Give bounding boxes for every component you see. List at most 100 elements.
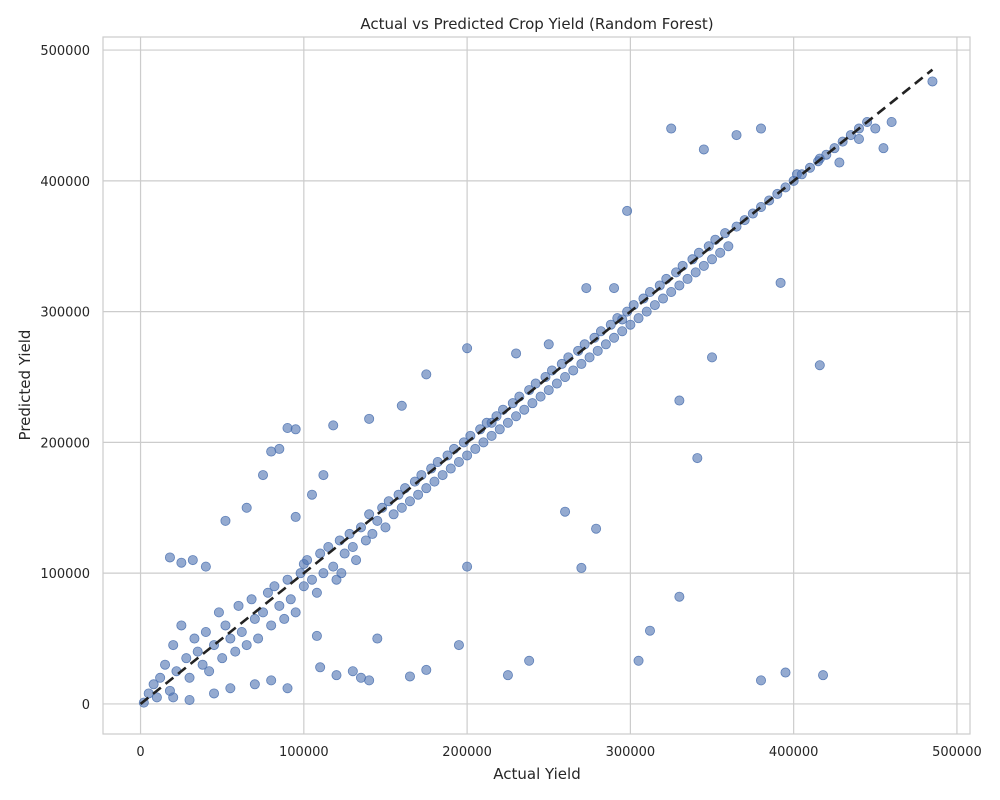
y-tick-label: 300000 bbox=[40, 306, 90, 321]
data-point bbox=[731, 130, 742, 141]
data-point bbox=[690, 267, 701, 278]
data-point bbox=[404, 496, 415, 507]
data-point bbox=[269, 581, 280, 592]
data-point bbox=[331, 670, 342, 681]
data-point bbox=[502, 670, 513, 681]
data-point bbox=[625, 319, 636, 330]
data-point bbox=[246, 594, 257, 605]
reference-line-group bbox=[139, 68, 934, 705]
x-tick-label: 200000 bbox=[442, 745, 492, 760]
data-point bbox=[421, 483, 432, 494]
data-point bbox=[682, 273, 693, 284]
data-point bbox=[658, 293, 669, 304]
data-point bbox=[236, 627, 247, 638]
data-point bbox=[723, 241, 734, 252]
data-point bbox=[445, 463, 456, 474]
data-point bbox=[581, 283, 592, 294]
data-point bbox=[151, 692, 162, 703]
y-tick-label: 0 bbox=[82, 698, 90, 713]
data-point bbox=[225, 683, 236, 694]
y-axis-label: Predicted Yield bbox=[16, 330, 34, 441]
data-point bbox=[543, 339, 554, 350]
data-point bbox=[617, 326, 628, 337]
data-point bbox=[204, 666, 215, 677]
x-tick-label: 400000 bbox=[769, 745, 819, 760]
data-point bbox=[315, 662, 326, 673]
data-point bbox=[274, 600, 285, 611]
data-point bbox=[213, 607, 224, 618]
data-point bbox=[413, 489, 424, 500]
data-point bbox=[241, 502, 252, 513]
data-point bbox=[388, 509, 399, 520]
y-tick-label: 100000 bbox=[40, 567, 90, 582]
data-point bbox=[339, 548, 350, 559]
data-point bbox=[290, 424, 301, 435]
data-point bbox=[148, 679, 159, 690]
y-tick-label: 500000 bbox=[40, 44, 90, 59]
data-point bbox=[168, 692, 179, 703]
data-point bbox=[230, 646, 241, 657]
data-point bbox=[249, 679, 260, 690]
data-point bbox=[551, 378, 562, 389]
x-axis-label: Actual Yield bbox=[493, 765, 580, 783]
data-point bbox=[311, 587, 322, 598]
data-point bbox=[200, 561, 211, 572]
data-point bbox=[200, 627, 211, 638]
data-point bbox=[318, 470, 329, 481]
data-point bbox=[367, 528, 378, 539]
data-point bbox=[442, 450, 453, 461]
data-point bbox=[453, 456, 464, 467]
data-point bbox=[707, 352, 718, 363]
data-point bbox=[192, 646, 203, 657]
data-point bbox=[707, 254, 718, 265]
reference-line bbox=[139, 68, 934, 705]
data-point bbox=[568, 365, 579, 376]
data-point bbox=[318, 568, 329, 579]
data-point bbox=[323, 542, 334, 553]
data-point bbox=[225, 633, 236, 644]
data-point bbox=[576, 358, 587, 369]
data-point bbox=[605, 319, 616, 330]
data-point bbox=[462, 450, 473, 461]
data-point bbox=[364, 509, 375, 520]
data-point bbox=[209, 688, 220, 699]
data-point bbox=[698, 260, 709, 271]
data-point bbox=[249, 613, 260, 624]
data-point bbox=[592, 345, 603, 356]
data-point bbox=[429, 476, 440, 487]
data-point bbox=[266, 620, 277, 631]
data-point bbox=[421, 369, 432, 380]
data-point bbox=[282, 574, 293, 585]
data-point bbox=[220, 620, 231, 631]
data-point bbox=[698, 144, 709, 155]
data-point bbox=[462, 343, 473, 354]
data-point bbox=[870, 123, 881, 134]
data-point bbox=[674, 395, 685, 406]
data-point bbox=[282, 422, 293, 433]
data-point bbox=[360, 535, 371, 546]
data-point bbox=[576, 562, 587, 573]
data-point bbox=[654, 280, 665, 291]
data-point bbox=[164, 552, 175, 563]
x-tick-label: 500000 bbox=[932, 745, 982, 760]
data-point bbox=[298, 581, 309, 592]
x-tick-label: 100000 bbox=[279, 745, 329, 760]
x-tick-label: 300000 bbox=[606, 745, 656, 760]
data-point bbox=[372, 633, 383, 644]
data-point bbox=[591, 523, 602, 534]
data-point bbox=[380, 522, 391, 533]
data-point bbox=[511, 348, 522, 359]
data-point bbox=[633, 655, 644, 666]
data-point bbox=[818, 670, 829, 681]
data-point bbox=[494, 424, 505, 435]
data-point bbox=[666, 123, 677, 134]
data-point bbox=[241, 640, 252, 651]
x-tick-label: 0 bbox=[136, 745, 144, 760]
data-point bbox=[336, 568, 347, 579]
data-point bbox=[181, 653, 192, 664]
data-point bbox=[886, 117, 897, 128]
y-tick-label: 200000 bbox=[40, 436, 90, 451]
data-point bbox=[622, 205, 633, 216]
data-point bbox=[462, 561, 473, 572]
